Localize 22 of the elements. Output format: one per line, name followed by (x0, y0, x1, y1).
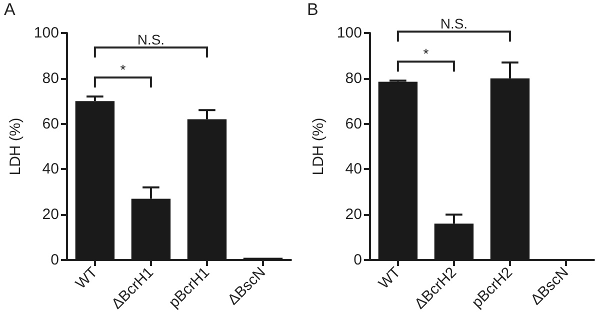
y-tick-label: 0 (50, 252, 59, 268)
annotation: N.S. (137, 32, 165, 48)
y-tick-label: 80 (345, 70, 362, 87)
y-tick-label: 100 (336, 24, 362, 42)
chart-title: A (4, 0, 16, 20)
y-axis-title: LDH (%) (7, 118, 24, 176)
y-tick-label: 20 (345, 206, 362, 224)
x-tick-label: WT (72, 264, 101, 292)
y-tick-label: 100 (34, 24, 59, 42)
y-axis-title: LDH (%) (310, 118, 327, 176)
y-tick-label: 0 (354, 252, 362, 268)
chart-title: B (307, 0, 318, 20)
annotation: * (120, 62, 126, 78)
y-tick-label: 80 (42, 70, 59, 87)
y-tick-label: 40 (42, 160, 59, 178)
y-tick-label: 60 (345, 115, 362, 132)
y-tick-label: 20 (42, 206, 59, 224)
annotation: * (423, 46, 430, 62)
x-tick-label: WT (375, 264, 404, 292)
y-tick-label: 40 (345, 160, 362, 178)
y-tick-label: 60 (42, 115, 59, 132)
text: N.S. (440, 16, 468, 32)
